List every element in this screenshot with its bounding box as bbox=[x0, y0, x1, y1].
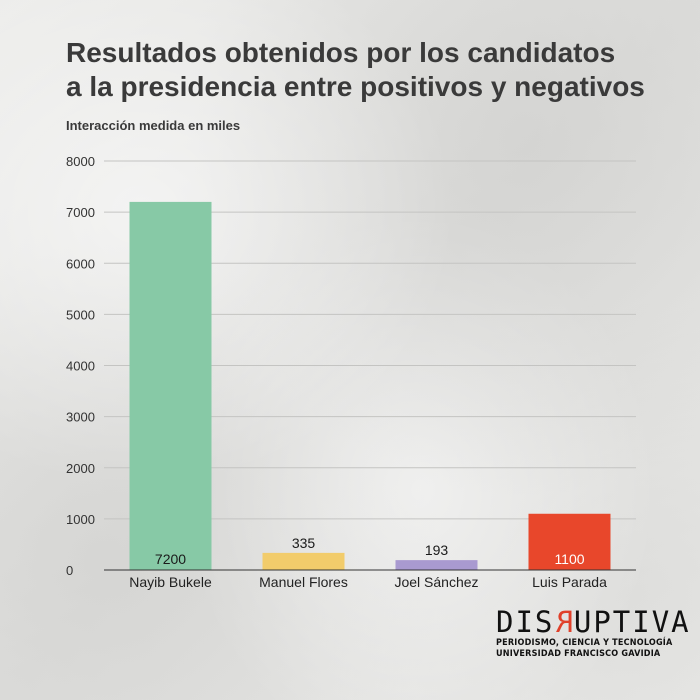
y-tick-label: 7000 bbox=[66, 205, 95, 220]
x-tick-label: Manuel Flores bbox=[259, 574, 348, 590]
bar bbox=[129, 201, 212, 570]
x-tick-label: Luis Parada bbox=[532, 574, 607, 590]
y-tick-label: 5000 bbox=[66, 307, 95, 322]
y-tick-label: 6000 bbox=[66, 256, 95, 271]
y-tick-label: 8000 bbox=[66, 154, 95, 169]
logo-wordmark-part-1: DIS bbox=[496, 605, 555, 639]
chart-subtitle: Interacción medida en miles bbox=[66, 118, 241, 133]
chart-title-line-1: Resultados obtenidos por los candidatos bbox=[66, 37, 616, 68]
logo-wordmark-part-2: UPTIVA bbox=[573, 605, 691, 639]
bar-value-label: 7200 bbox=[155, 551, 186, 567]
bar bbox=[528, 513, 611, 570]
y-tick-label: 1000 bbox=[66, 512, 95, 527]
chart-title-line-2: a la presidencia entre positivos y negat… bbox=[66, 71, 645, 102]
y-tick-label: 4000 bbox=[66, 359, 95, 374]
logo-wordmark: DISRUPTIVA bbox=[496, 605, 689, 639]
bar-value-label: 1100 bbox=[554, 551, 584, 567]
logo-organization: UNIVERSIDAD FRANCISCO GAVIDIA bbox=[496, 649, 661, 659]
bar-value-label: 335 bbox=[292, 535, 316, 551]
logo-wordmark-accent: R bbox=[554, 605, 574, 639]
bar bbox=[262, 552, 345, 570]
bar-value-label: 193 bbox=[425, 542, 449, 558]
disruptiva-logo: DISRUPTIVA PERIODISMO, CIENCIA Y TECNOLO… bbox=[496, 605, 689, 660]
y-tick-label: 2000 bbox=[66, 461, 95, 476]
y-tick-label: 3000 bbox=[66, 410, 95, 425]
y-tick-label: 0 bbox=[66, 563, 73, 578]
bar bbox=[395, 560, 478, 570]
chart-title: Resultados obtenidos por los candidatos … bbox=[66, 36, 645, 104]
x-tick-label: Joel Sánchez bbox=[394, 574, 478, 590]
x-tick-label: Nayib Bukele bbox=[129, 574, 212, 590]
logo-tagline: PERIODISMO, CIENCIA Y TECNOLOGÍA bbox=[496, 638, 673, 648]
